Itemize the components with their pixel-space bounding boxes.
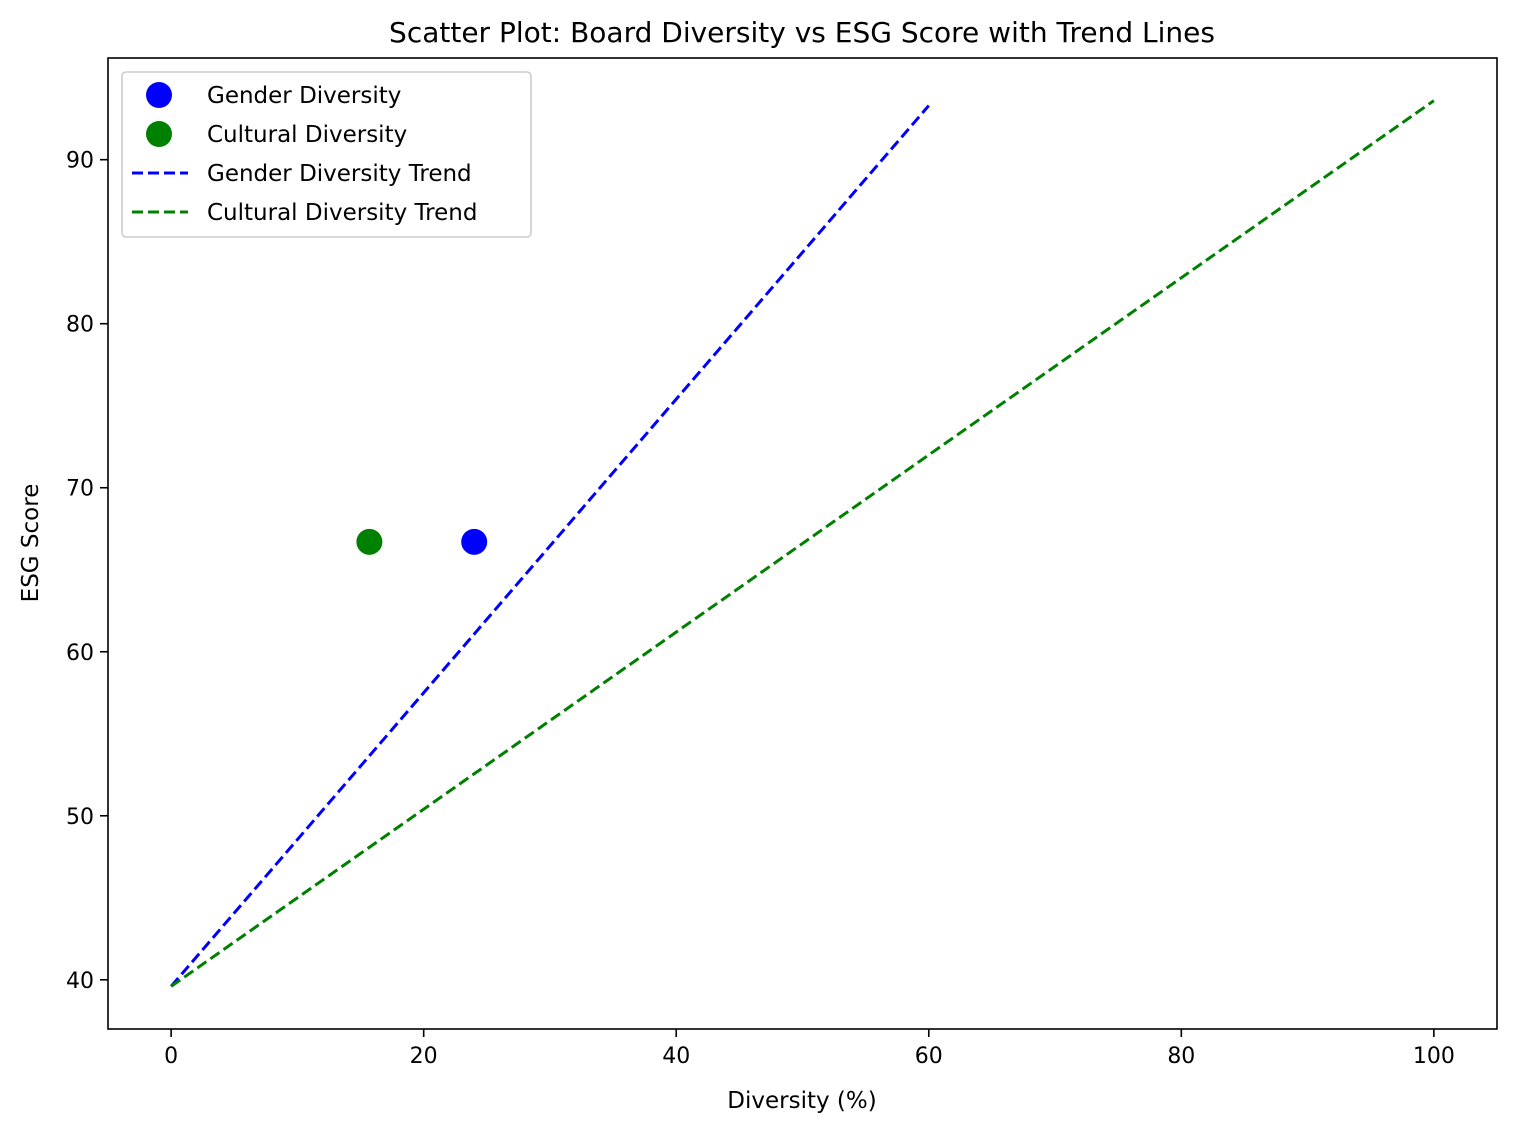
plot-frame — [107, 57, 1498, 1030]
legend-label: Gender Diversity — [207, 83, 401, 109]
x-tick-label: 40 — [662, 1044, 690, 1069]
y-axis-label: ESG Score — [18, 484, 44, 603]
plot-marks — [169, 99, 1435, 988]
x-tick-label: 80 — [1167, 1044, 1195, 1069]
x-tick-label: 100 — [1413, 1044, 1455, 1069]
x-tick-label: 20 — [410, 1044, 438, 1069]
x-axis-label: Diversity (%) — [727, 1088, 876, 1114]
y-tick-label: 90 — [66, 149, 94, 174]
scatter-point-0-0 — [461, 528, 488, 555]
legend-marker — [146, 82, 172, 108]
x-tick-label: 60 — [915, 1044, 943, 1069]
y-tick-label: 50 — [66, 805, 94, 830]
legend-marker — [146, 121, 172, 147]
legend-label: Gender Diversity Trend — [207, 161, 472, 187]
scatter-point-1-0 — [356, 528, 383, 555]
y-tick-label: 40 — [66, 969, 94, 994]
legend-label: Cultural Diversity Trend — [207, 200, 477, 226]
trend-line-3 — [170, 99, 1435, 988]
chart-title: Scatter Plot: Board Diversity vs ESG Sco… — [389, 16, 1215, 49]
x-axis: 0 20 40 60 80 100 — [164, 1029, 1455, 1069]
y-axis: 40 50 60 70 80 90 — [66, 149, 108, 994]
legend-box — [121, 71, 532, 238]
y-tick-label: 70 — [66, 477, 94, 502]
y-tick-label: 80 — [66, 313, 94, 338]
x-tick-label: 0 — [164, 1044, 178, 1069]
legend: Gender Diversity Cultural Diversity Gender… — [121, 71, 532, 238]
trend-line-2 — [169, 104, 930, 988]
legend-label: Cultural Diversity — [207, 122, 407, 148]
y-tick-label: 60 — [66, 641, 94, 666]
